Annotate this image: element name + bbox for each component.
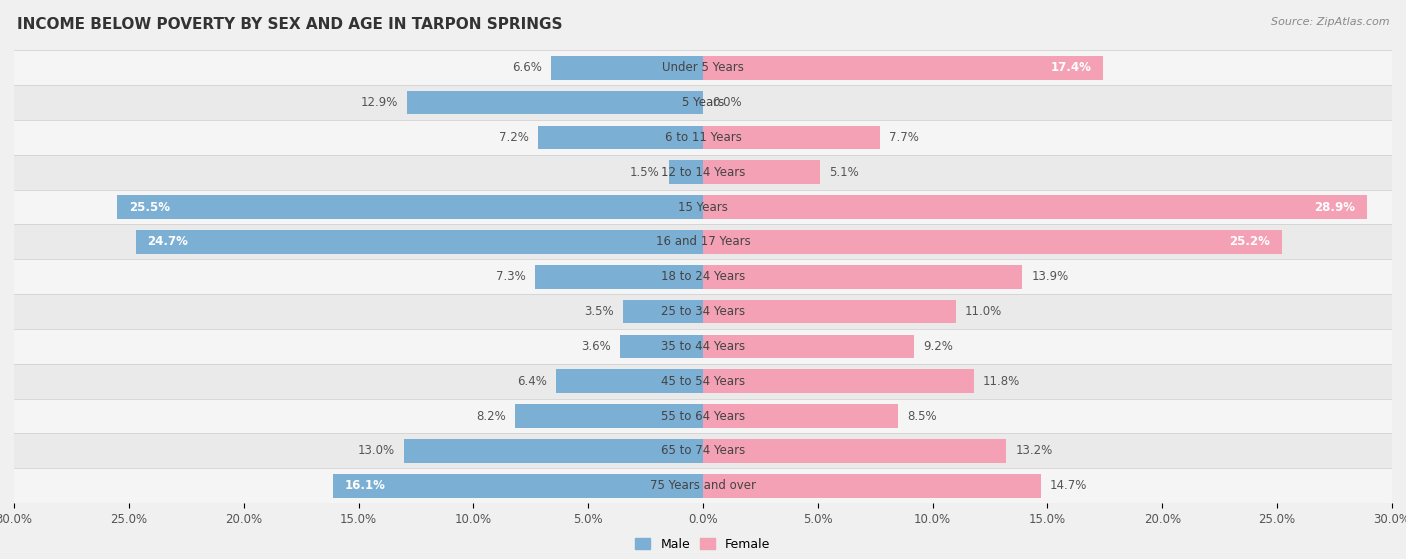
Bar — [623, 300, 703, 323]
Text: 12.9%: 12.9% — [360, 96, 398, 109]
Text: 8.2%: 8.2% — [475, 410, 506, 423]
Bar — [703, 300, 956, 323]
Bar — [136, 230, 703, 254]
Text: 5.1%: 5.1% — [830, 165, 859, 179]
Bar — [703, 265, 1022, 288]
Bar — [333, 474, 703, 498]
Bar — [515, 404, 703, 428]
Bar — [14, 50, 1392, 85]
Bar — [703, 439, 1007, 463]
Text: 16.1%: 16.1% — [344, 479, 385, 492]
Bar — [669, 160, 703, 184]
Bar — [703, 230, 1282, 254]
Bar — [14, 259, 1392, 294]
Text: 11.0%: 11.0% — [965, 305, 1002, 318]
Text: 3.6%: 3.6% — [582, 340, 612, 353]
Text: 28.9%: 28.9% — [1315, 201, 1355, 214]
Bar — [703, 56, 1102, 79]
Bar — [14, 468, 1392, 503]
Text: 25.5%: 25.5% — [129, 201, 170, 214]
Text: 45 to 54 Years: 45 to 54 Years — [661, 375, 745, 388]
Text: 1.5%: 1.5% — [630, 165, 659, 179]
Bar — [536, 265, 703, 288]
Legend: Male, Female: Male, Female — [630, 533, 776, 556]
Bar — [406, 91, 703, 115]
Bar — [703, 369, 974, 393]
Bar — [537, 126, 703, 149]
Text: 6.4%: 6.4% — [517, 375, 547, 388]
Text: 7.7%: 7.7% — [889, 131, 920, 144]
Text: Source: ZipAtlas.com: Source: ZipAtlas.com — [1271, 17, 1389, 27]
Bar — [14, 225, 1392, 259]
Bar — [405, 439, 703, 463]
Text: 16 and 17 Years: 16 and 17 Years — [655, 235, 751, 248]
Text: 12 to 14 Years: 12 to 14 Years — [661, 165, 745, 179]
Text: 65 to 74 Years: 65 to 74 Years — [661, 444, 745, 457]
Bar — [14, 120, 1392, 155]
Bar — [703, 334, 914, 358]
Text: 11.8%: 11.8% — [983, 375, 1021, 388]
Bar — [703, 474, 1040, 498]
Bar — [14, 85, 1392, 120]
Text: 15 Years: 15 Years — [678, 201, 728, 214]
Text: 6.6%: 6.6% — [512, 61, 543, 74]
Text: 17.4%: 17.4% — [1050, 61, 1091, 74]
Text: 5 Years: 5 Years — [682, 96, 724, 109]
Text: 25.2%: 25.2% — [1229, 235, 1270, 248]
Text: 75 Years and over: 75 Years and over — [650, 479, 756, 492]
Bar — [14, 329, 1392, 364]
Text: 55 to 64 Years: 55 to 64 Years — [661, 410, 745, 423]
Text: 13.0%: 13.0% — [359, 444, 395, 457]
Bar — [551, 56, 703, 79]
Bar — [14, 364, 1392, 399]
Bar — [14, 190, 1392, 225]
Text: 7.3%: 7.3% — [496, 270, 526, 283]
Text: 18 to 24 Years: 18 to 24 Years — [661, 270, 745, 283]
Text: INCOME BELOW POVERTY BY SEX AND AGE IN TARPON SPRINGS: INCOME BELOW POVERTY BY SEX AND AGE IN T… — [17, 17, 562, 32]
Bar — [620, 334, 703, 358]
Text: 13.9%: 13.9% — [1032, 270, 1069, 283]
Text: 9.2%: 9.2% — [924, 340, 953, 353]
Text: 7.2%: 7.2% — [499, 131, 529, 144]
Text: 25 to 34 Years: 25 to 34 Years — [661, 305, 745, 318]
Text: 3.5%: 3.5% — [583, 305, 613, 318]
Bar — [117, 195, 703, 219]
Text: 13.2%: 13.2% — [1015, 444, 1053, 457]
Bar — [703, 195, 1367, 219]
Bar — [14, 155, 1392, 190]
Text: 0.0%: 0.0% — [713, 96, 742, 109]
Text: Under 5 Years: Under 5 Years — [662, 61, 744, 74]
Bar — [14, 399, 1392, 433]
Text: 8.5%: 8.5% — [907, 410, 936, 423]
Bar — [14, 294, 1392, 329]
Text: 24.7%: 24.7% — [148, 235, 188, 248]
Bar — [703, 404, 898, 428]
Text: 35 to 44 Years: 35 to 44 Years — [661, 340, 745, 353]
Bar — [703, 126, 880, 149]
Text: 6 to 11 Years: 6 to 11 Years — [665, 131, 741, 144]
Text: 14.7%: 14.7% — [1050, 479, 1087, 492]
Bar — [555, 369, 703, 393]
Bar — [14, 433, 1392, 468]
Bar — [703, 160, 820, 184]
